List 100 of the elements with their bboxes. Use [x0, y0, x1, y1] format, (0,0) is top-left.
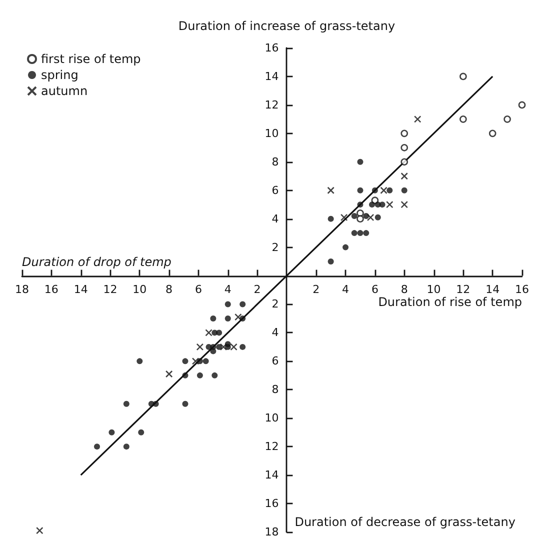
point: [94, 444, 100, 450]
x-tick-label: 4: [342, 282, 350, 296]
x-tick-label: 2: [254, 282, 261, 296]
point: [400, 130, 408, 138]
x-tick-label: 10: [426, 282, 441, 296]
point: [400, 144, 408, 152]
y-tick-label: 18: [264, 526, 279, 538]
point: [369, 202, 375, 208]
point: [328, 216, 334, 222]
y-tick-label: 10: [264, 126, 279, 140]
annotation: Duration of decrease of grass-tetany: [294, 515, 516, 529]
y-tick-label: 16: [264, 42, 279, 54]
y-tick-label: 10: [264, 412, 279, 425]
legend-label: autumn: [41, 84, 88, 98]
point: [400, 172, 408, 180]
point: [518, 101, 526, 109]
x-tick-label: 4: [224, 282, 232, 296]
point: [123, 400, 130, 407]
point: [386, 187, 393, 194]
point: [351, 212, 358, 219]
point: [234, 313, 242, 321]
point: [182, 358, 188, 364]
x-tick-label: 8: [400, 282, 408, 296]
x-tick-label: 8: [166, 282, 173, 296]
point: [414, 116, 422, 123]
x-tick-label: 16: [44, 282, 58, 296]
x-tick-label: 14: [486, 282, 500, 296]
point: [356, 209, 364, 217]
point: [357, 202, 364, 208]
point: [220, 343, 228, 351]
point: [216, 344, 222, 350]
x-tick-label: 12: [456, 282, 470, 296]
point: [366, 214, 374, 222]
point: [210, 348, 216, 354]
y-tick-label: 2: [272, 240, 279, 254]
point: [460, 116, 467, 123]
point: [400, 158, 408, 166]
y-axis-title: Duration of increase of grass-tetany: [178, 19, 396, 33]
point: [363, 212, 370, 219]
legend-label: first rise of temp: [41, 52, 141, 66]
point: [196, 372, 203, 378]
y-tick-label: 4: [272, 326, 279, 340]
point: [340, 214, 348, 222]
point: [216, 330, 222, 336]
point: [224, 344, 231, 350]
point: [108, 429, 115, 436]
x-tick-label: 2: [312, 282, 320, 296]
x-tick-label: 10: [132, 282, 147, 296]
y-tick-label: 2: [272, 298, 279, 311]
point: [363, 230, 370, 236]
point: [224, 301, 231, 308]
point: [372, 187, 378, 194]
x-tick-label: 14: [74, 282, 88, 296]
point: [240, 301, 246, 308]
point: [136, 358, 143, 364]
y-tick-label: 14: [264, 468, 279, 482]
point: [460, 72, 467, 80]
point: [488, 130, 496, 138]
point: [351, 230, 358, 236]
y-tick-label: 14: [264, 70, 279, 83]
x-tick-label: 6: [371, 282, 378, 296]
annotation: Duration of drop of temp: [22, 254, 172, 269]
point: [230, 343, 238, 351]
point: [327, 186, 334, 194]
point: [342, 244, 349, 250]
point: [401, 187, 408, 194]
point: [138, 429, 144, 436]
point: [210, 315, 216, 322]
point: [400, 200, 408, 208]
y-tick-label: 16: [264, 497, 279, 510]
point: [182, 372, 188, 378]
x-tick-label: 18: [15, 282, 29, 296]
point: [202, 358, 209, 364]
point: [374, 214, 381, 220]
point: [328, 258, 334, 265]
point: [357, 158, 364, 165]
y-tick-label: 4: [272, 212, 279, 226]
point: [182, 400, 188, 407]
x-tick-label: 6: [194, 282, 202, 296]
point: [224, 315, 231, 322]
y-tick-label: 12: [264, 440, 279, 454]
point: [212, 372, 218, 378]
point: [356, 215, 364, 222]
legend-label: spring: [41, 68, 78, 82]
point: [357, 187, 364, 194]
point: [379, 202, 386, 208]
point: [152, 400, 159, 407]
point: [380, 186, 388, 194]
point: [165, 370, 173, 378]
point: [123, 444, 130, 450]
point: [36, 526, 44, 534]
y-tick-label: 6: [272, 184, 279, 197]
point: [357, 230, 364, 236]
point: [386, 200, 394, 208]
x-tick-label: 12: [103, 282, 118, 296]
y-tick-label: 12: [264, 98, 279, 112]
point: [504, 116, 511, 123]
point: [205, 329, 212, 336]
x-axis-title: Duration of rise of temp: [378, 294, 522, 309]
point: [196, 343, 204, 351]
